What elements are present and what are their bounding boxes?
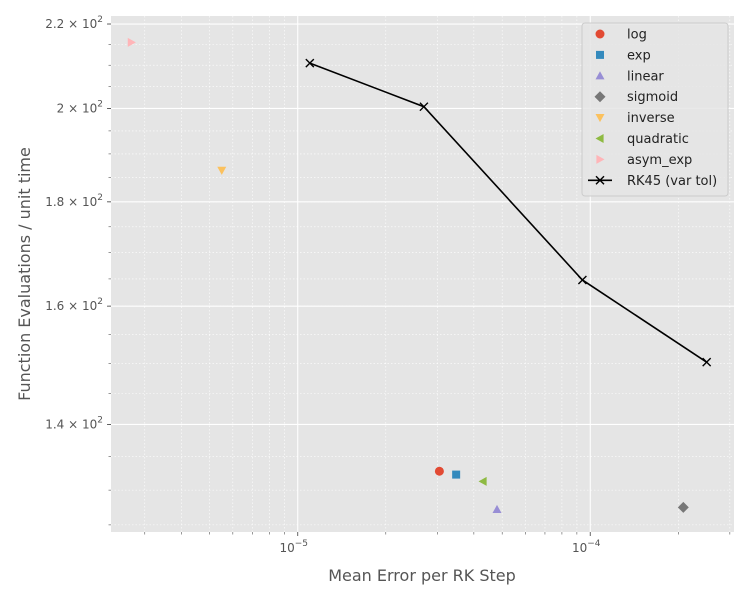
legend-box xyxy=(581,22,729,197)
legend-marker xyxy=(594,91,606,103)
legend-entry: inverse xyxy=(595,111,675,126)
legend-entry: RK45 (var tol) xyxy=(588,174,717,189)
y-tick-label: 2.2 × 102 xyxy=(45,15,103,31)
legend-marker xyxy=(595,71,605,80)
series-linear xyxy=(492,504,502,514)
series-log xyxy=(434,466,444,476)
data-point xyxy=(452,470,461,479)
legend-entry: quadratic xyxy=(595,132,689,147)
legend-label: quadratic xyxy=(627,132,689,147)
x-marker-stroke xyxy=(702,357,712,367)
legend-label: RK45 (var tol) xyxy=(627,174,717,189)
legend-label: log xyxy=(627,28,647,43)
y-tick-label: 2 × 102 xyxy=(57,99,103,115)
series-quadratic xyxy=(478,476,487,486)
data-point xyxy=(434,466,444,476)
x-marker-stroke xyxy=(305,58,315,68)
legend-label: inverse xyxy=(627,111,675,126)
legend-marker xyxy=(596,154,605,164)
legend-marker xyxy=(595,134,604,143)
x-marker-stroke xyxy=(577,275,587,285)
data-point xyxy=(127,37,136,47)
legend-entry: asym_exp xyxy=(596,153,692,168)
series-asym-exp xyxy=(127,37,136,47)
x-axis-label: Mean Error per RK Step xyxy=(328,566,516,585)
data-point xyxy=(478,476,487,486)
series-sigmoid xyxy=(677,501,689,513)
data-point xyxy=(702,357,712,367)
legend-marker xyxy=(595,114,605,123)
series-exp xyxy=(452,470,461,479)
legend-marker xyxy=(595,29,605,39)
data-point xyxy=(492,504,502,514)
legend-entry: sigmoid xyxy=(594,90,678,105)
y-axis-label: Function Evaluations / unit time xyxy=(15,147,34,401)
series-line xyxy=(309,62,708,363)
legend-entry: log xyxy=(595,28,647,43)
legend-entry: linear xyxy=(595,69,664,84)
y-tick-label: 1.6 × 102 xyxy=(45,297,103,313)
legend-label: linear xyxy=(627,69,664,84)
y-tick-label: 1.8 × 102 xyxy=(45,193,103,209)
axis-ticks: 10−5 10−4 1.4 × 102 1.6 × 102 1.8 × 102 2 × 1… xyxy=(45,15,731,555)
data-point xyxy=(419,102,429,112)
data-point xyxy=(577,275,587,285)
x-marker-stroke xyxy=(419,102,429,112)
data-point xyxy=(217,166,227,175)
data-point xyxy=(305,58,315,68)
legend-marker xyxy=(595,175,605,185)
legend-label: exp xyxy=(627,48,651,63)
data-point xyxy=(677,501,689,513)
y-tick-label: 1.4 × 102 xyxy=(45,415,103,431)
x-tick-label: 10−4 xyxy=(572,539,601,555)
legend-entry: exp xyxy=(596,48,651,63)
data-series xyxy=(127,37,712,514)
series-inverse xyxy=(217,166,227,175)
legend: log exp linear sigmoid inverse quadratic asym_… xyxy=(581,22,729,197)
legend-marker xyxy=(596,50,604,59)
x-tick-label: 10−5 xyxy=(279,539,308,555)
x-marker-stroke xyxy=(595,175,605,185)
series-rk45-var-tol- xyxy=(305,58,712,367)
legend-label: asym_exp xyxy=(627,153,692,168)
legend-label: sigmoid xyxy=(627,90,678,105)
